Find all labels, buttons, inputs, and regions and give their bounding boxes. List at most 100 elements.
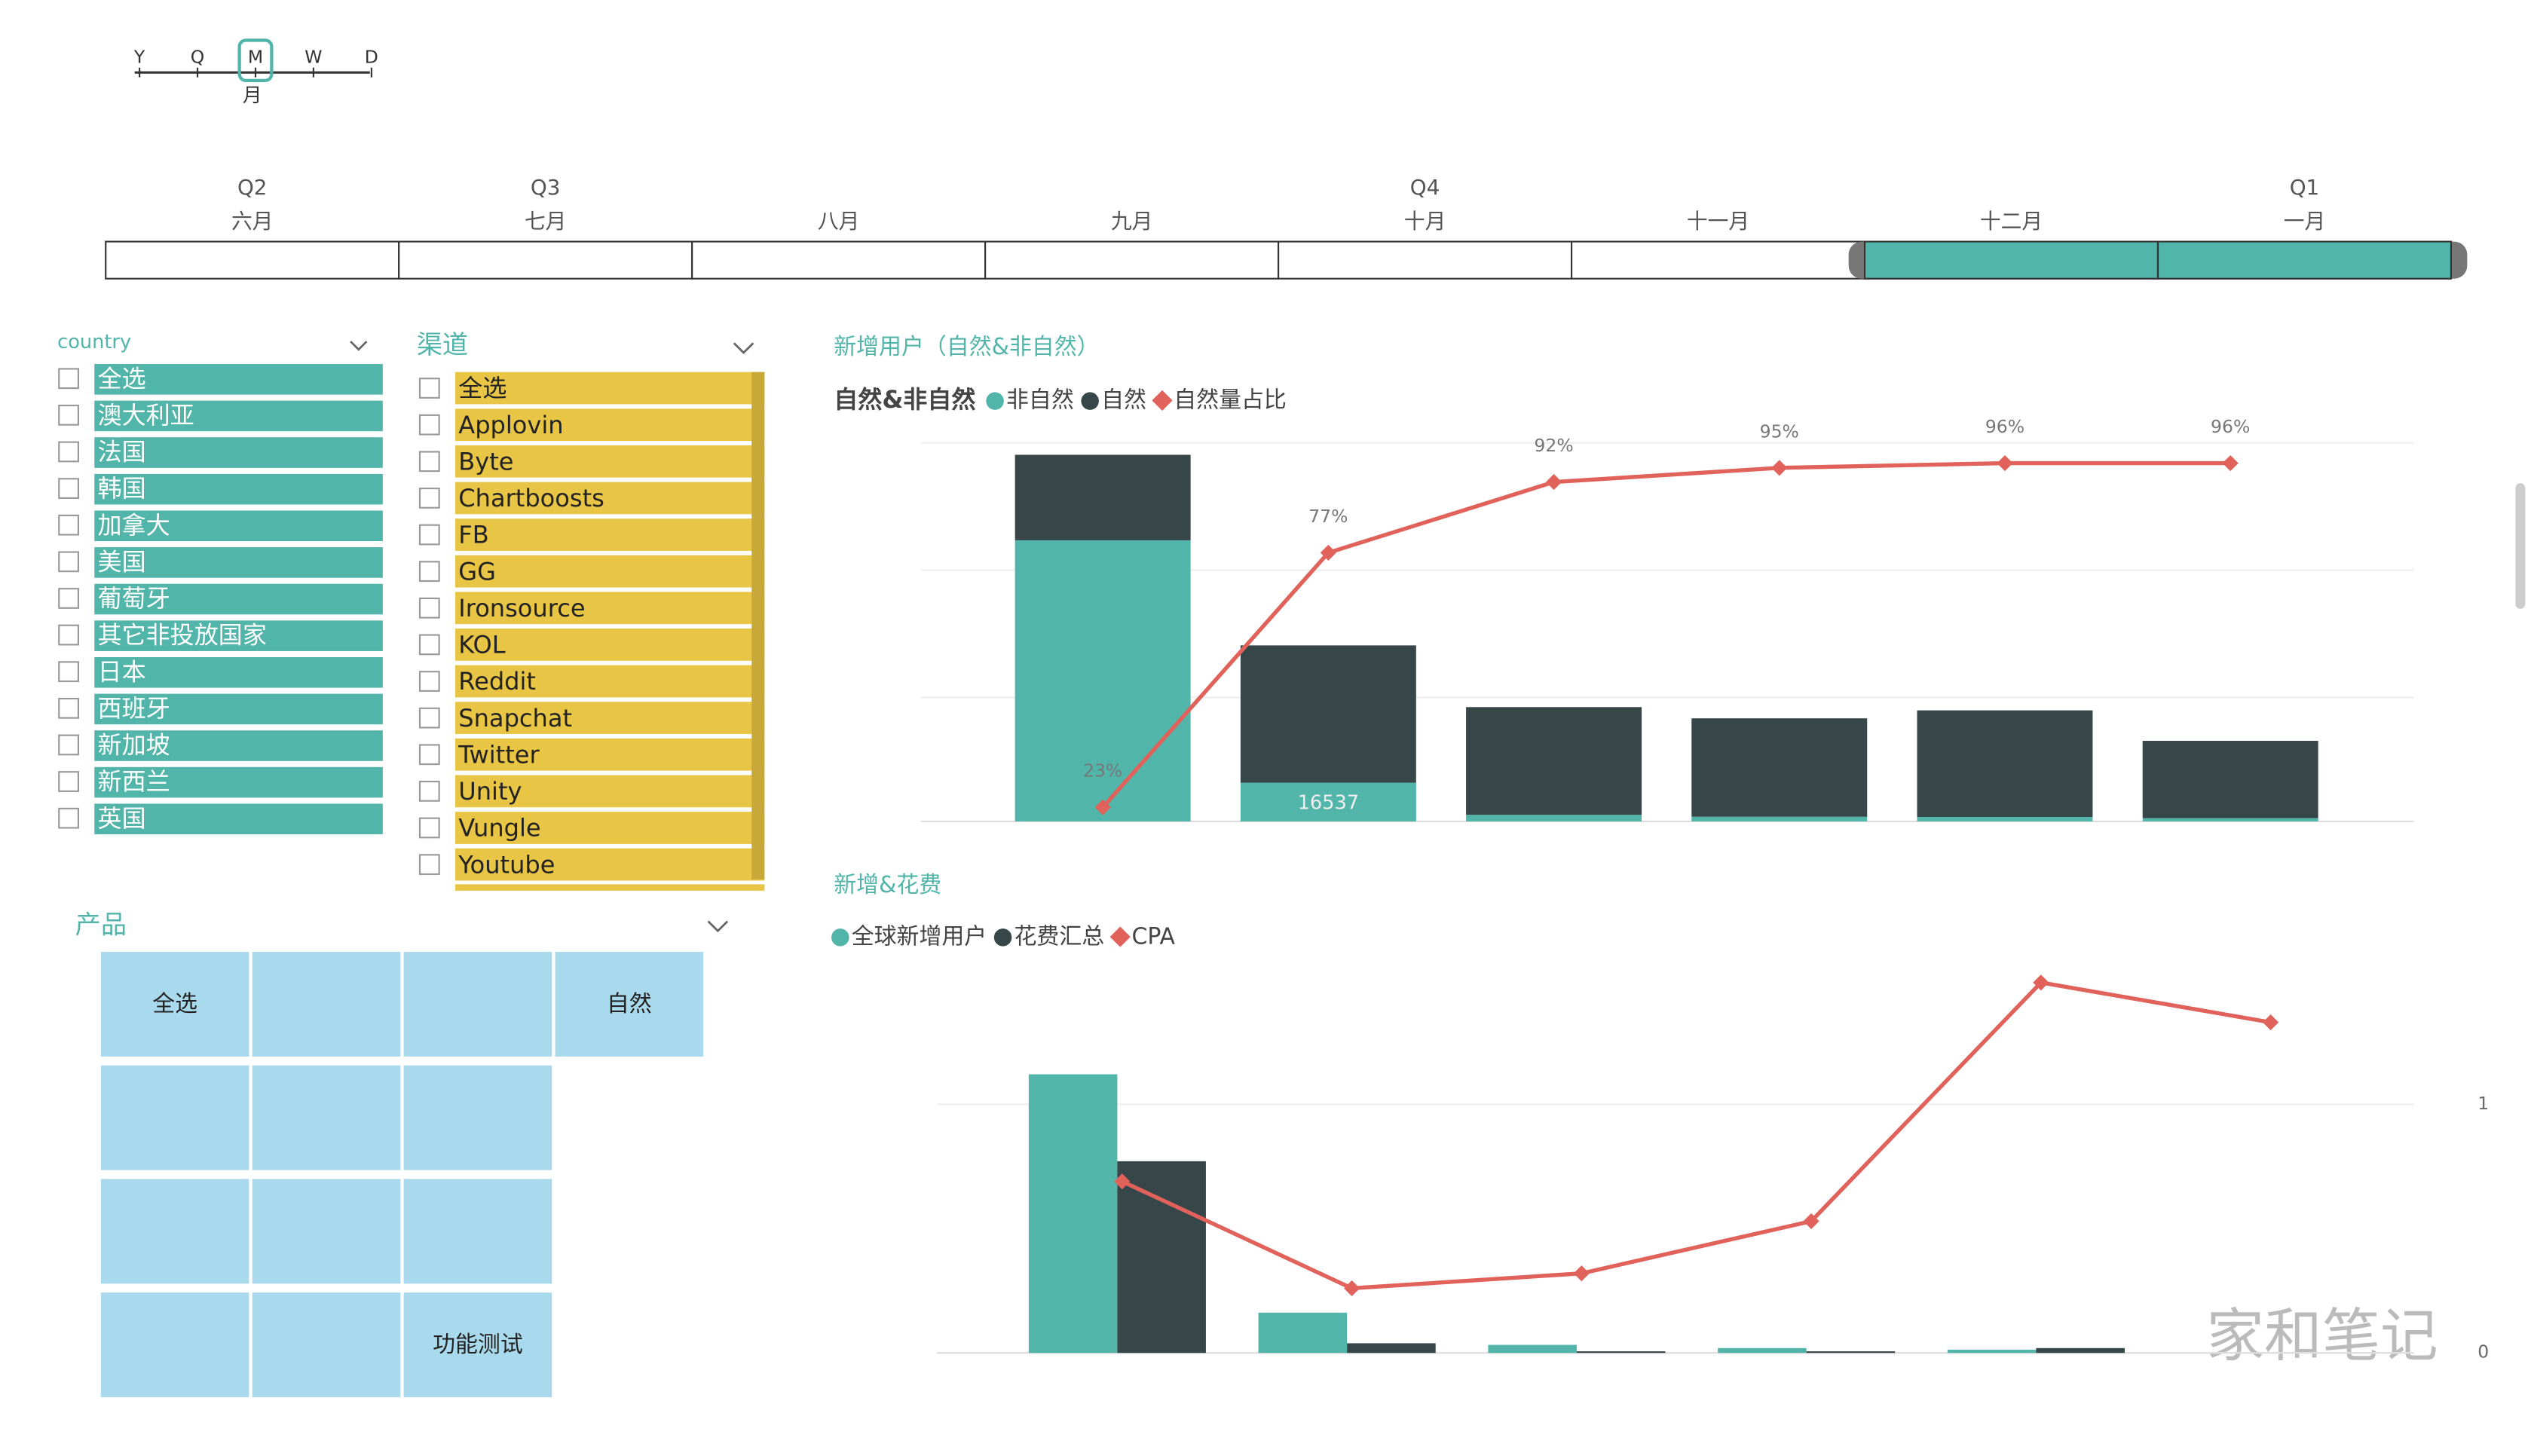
checkbox[interactable] bbox=[58, 734, 79, 756]
page-scrollbar[interactable] bbox=[2515, 483, 2526, 609]
checkbox[interactable] bbox=[418, 414, 440, 436]
checkbox[interactable] bbox=[58, 588, 79, 609]
slicer-item[interactable]: 加拿大 bbox=[98, 511, 170, 540]
timeline-cell[interactable] bbox=[398, 240, 693, 280]
slicer-item[interactable]: 日本 bbox=[98, 657, 146, 686]
timeline-cell-selected[interactable] bbox=[2156, 240, 2453, 280]
slicer-item-bg[interactable] bbox=[455, 592, 765, 625]
checkbox[interactable] bbox=[58, 661, 79, 683]
slicer-item[interactable]: GG bbox=[458, 557, 496, 586]
slicer-item[interactable]: 西班牙 bbox=[98, 694, 170, 723]
granularity-option[interactable]: Y bbox=[133, 46, 145, 67]
product-tile[interactable] bbox=[100, 1179, 249, 1284]
slicer-item[interactable]: 全选 bbox=[458, 374, 507, 402]
checkbox[interactable] bbox=[58, 807, 79, 829]
slicer-item[interactable]: 新加坡 bbox=[98, 731, 170, 760]
slicer-item-bg[interactable] bbox=[94, 620, 383, 651]
slicer-item-bg[interactable] bbox=[455, 372, 765, 405]
slicer-item-bg[interactable] bbox=[94, 730, 383, 761]
product-tile[interactable] bbox=[403, 1065, 552, 1170]
checkbox[interactable] bbox=[58, 551, 79, 573]
slicer-item[interactable]: Twitter bbox=[458, 740, 540, 769]
slicer-item-bg[interactable] bbox=[455, 738, 765, 771]
slicer-item[interactable]: KOL bbox=[458, 631, 505, 659]
timeline-cell[interactable] bbox=[1570, 240, 1866, 280]
product-tile-label[interactable]: 功能测试 bbox=[433, 1332, 523, 1358]
slicer-item-bg[interactable] bbox=[455, 408, 765, 442]
checkbox[interactable] bbox=[58, 771, 79, 792]
product-tile[interactable] bbox=[252, 1179, 401, 1284]
country-chevron[interactable] bbox=[350, 341, 368, 351]
product-tile[interactable] bbox=[403, 1179, 552, 1284]
product-tile[interactable] bbox=[555, 952, 704, 1057]
timeline-cell[interactable] bbox=[1278, 240, 1573, 280]
checkbox[interactable] bbox=[418, 817, 440, 839]
checkbox[interactable] bbox=[418, 488, 440, 509]
slicer-item-bg[interactable] bbox=[455, 848, 765, 881]
product-tile[interactable] bbox=[403, 952, 552, 1057]
slicer-item-bg[interactable] bbox=[455, 555, 765, 588]
product-tile[interactable] bbox=[100, 952, 249, 1057]
slicer-item[interactable]: Ironsource bbox=[458, 594, 585, 622]
timeline-cell[interactable] bbox=[105, 240, 400, 280]
product-tile[interactable] bbox=[252, 952, 401, 1057]
slicer-item[interactable]: 全选 bbox=[98, 364, 146, 393]
checkbox[interactable] bbox=[418, 780, 440, 802]
checkbox[interactable] bbox=[58, 441, 79, 463]
slicer-item-bg[interactable] bbox=[94, 693, 383, 725]
granularity-option[interactable]: Q bbox=[191, 46, 205, 67]
slicer-item[interactable]: 其它非投放国家 bbox=[98, 621, 267, 650]
slicer-item[interactable]: Byte bbox=[458, 447, 513, 476]
slicer-item-bg[interactable] bbox=[455, 445, 765, 478]
slicer-item-bg[interactable] bbox=[94, 400, 383, 432]
channel-chevron[interactable] bbox=[733, 342, 754, 355]
slicer-item[interactable]: Chartboosts bbox=[458, 484, 604, 512]
slicer-item[interactable]: 美国 bbox=[98, 547, 146, 576]
checkbox[interactable] bbox=[418, 671, 440, 692]
granularity-option[interactable]: M bbox=[248, 46, 263, 67]
checkbox[interactable] bbox=[418, 378, 440, 399]
product-chevron[interactable] bbox=[707, 920, 729, 933]
slicer-item-bg[interactable] bbox=[455, 812, 765, 844]
slicer-item[interactable]: Reddit bbox=[458, 667, 536, 696]
granularity-option[interactable]: D bbox=[365, 46, 378, 67]
slicer-item[interactable]: Vungle bbox=[458, 814, 540, 843]
slicer-item-bg[interactable] bbox=[94, 803, 383, 835]
product-tile[interactable] bbox=[100, 1065, 249, 1170]
slicer-item-bg[interactable] bbox=[94, 364, 383, 395]
legend-label[interactable]: 非自然 bbox=[1006, 387, 1074, 414]
slicer-item[interactable]: Unity bbox=[458, 777, 522, 806]
product-tile[interactable] bbox=[252, 1292, 401, 1397]
granularity-option[interactable]: W bbox=[305, 46, 322, 67]
checkbox[interactable] bbox=[418, 744, 440, 766]
slicer-item-bg[interactable] bbox=[455, 518, 765, 551]
slicer-item[interactable]: 澳大利亚 bbox=[98, 401, 194, 430]
slicer-item-bg[interactable] bbox=[94, 473, 383, 505]
legend-label[interactable]: CPA bbox=[1132, 923, 1176, 950]
slicer-item[interactable]: Applovin bbox=[458, 411, 563, 439]
checkbox[interactable] bbox=[418, 597, 440, 619]
slicer-scrollbar[interactable] bbox=[751, 372, 765, 879]
checkbox[interactable] bbox=[418, 707, 440, 729]
slicer-item-bg[interactable] bbox=[455, 665, 765, 698]
slicer-item-bg[interactable] bbox=[455, 482, 765, 515]
legend-label[interactable]: 花费汇总 bbox=[1015, 923, 1105, 950]
timeline-cell-selected[interactable] bbox=[1863, 240, 2159, 280]
checkbox[interactable] bbox=[418, 524, 440, 546]
slicer-item-bg[interactable] bbox=[455, 775, 765, 808]
legend-label[interactable]: 自然量占比 bbox=[1174, 387, 1287, 414]
checkbox[interactable] bbox=[58, 368, 79, 390]
slicer-item-bg[interactable] bbox=[94, 583, 383, 615]
product-tile-label[interactable]: 全选 bbox=[152, 991, 197, 1017]
slicer-item[interactable]: FB bbox=[458, 521, 488, 549]
checkbox[interactable] bbox=[58, 624, 79, 646]
product-tile-label[interactable]: 自然 bbox=[607, 991, 652, 1017]
checkbox[interactable] bbox=[58, 404, 79, 426]
checkbox[interactable] bbox=[418, 451, 440, 473]
legend-label[interactable]: 全球新增用户 bbox=[852, 923, 987, 950]
slicer-item-bg[interactable] bbox=[94, 437, 383, 468]
checkbox[interactable] bbox=[418, 854, 440, 876]
product-tile[interactable] bbox=[100, 1292, 249, 1397]
slicer-item-bg[interactable] bbox=[455, 702, 765, 735]
slicer-item-bg[interactable] bbox=[94, 656, 383, 688]
